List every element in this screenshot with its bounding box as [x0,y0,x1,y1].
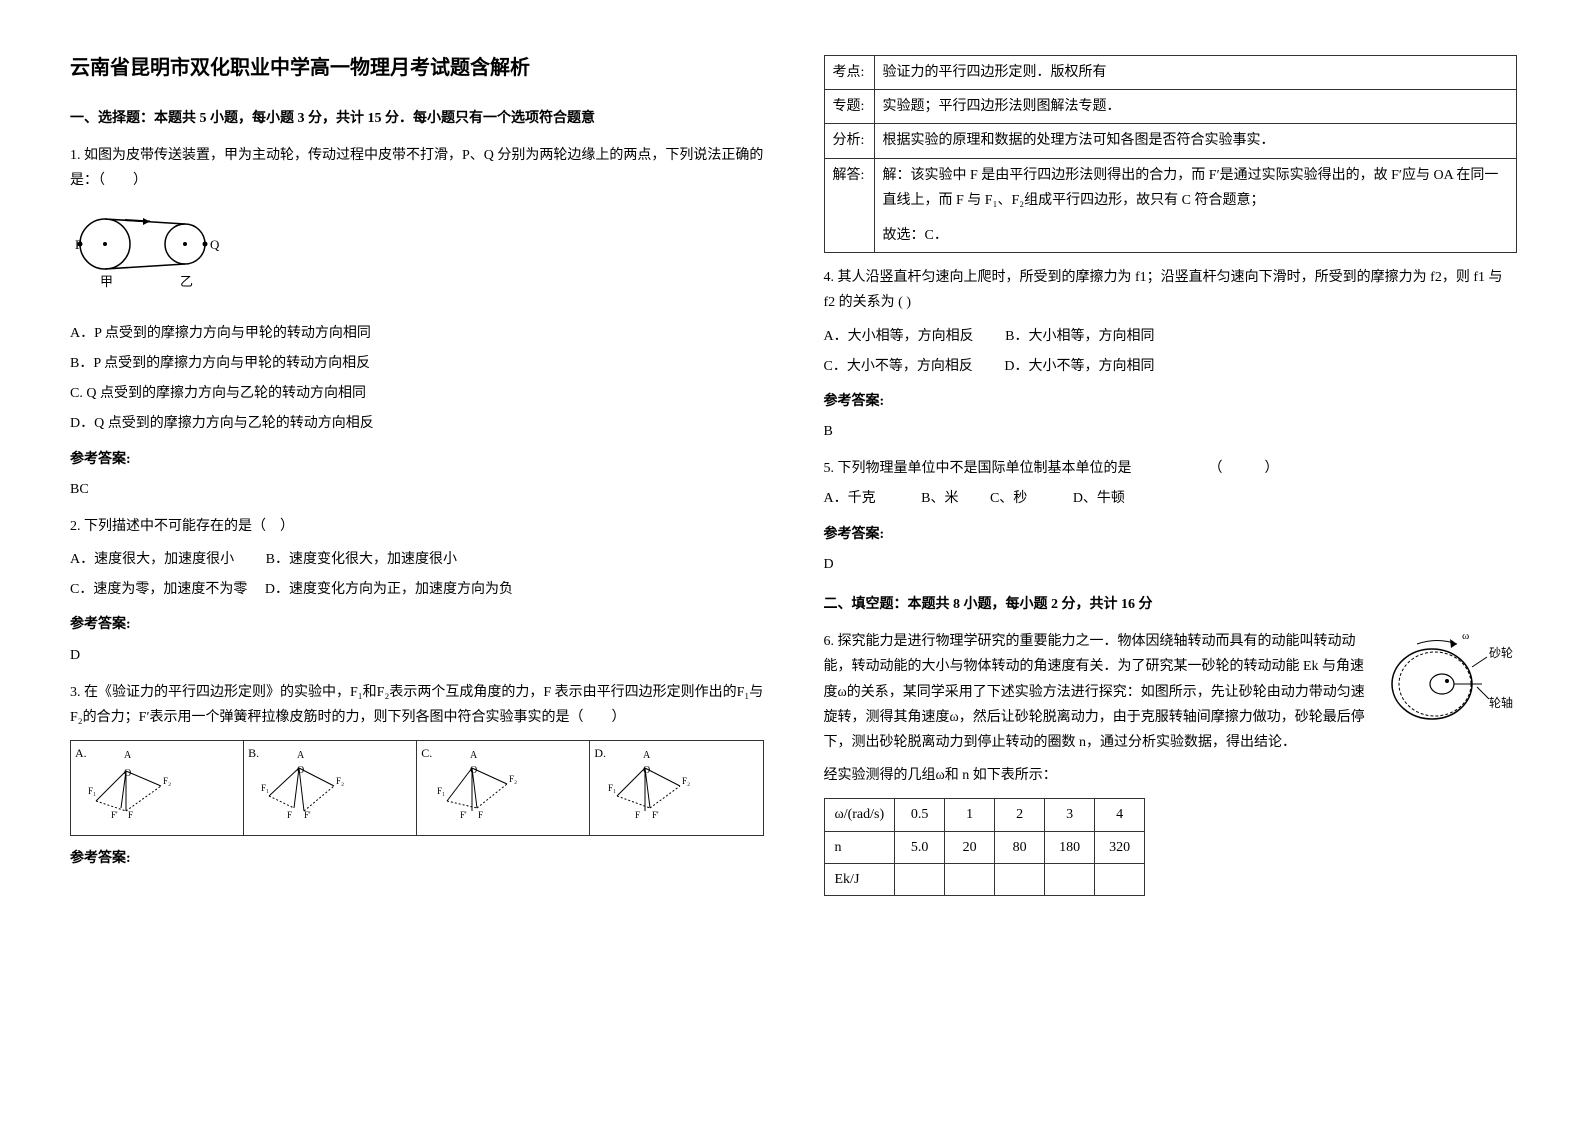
svg-text:A: A [124,750,132,761]
q3-choice-c: C. A O F₁ F₂ F' F [417,741,590,835]
svg-text:F₁: F₁ [437,786,445,796]
q4-opt-d: D．大小不等，方向相同 [1004,359,1154,374]
svg-text:O: O [470,765,477,776]
q3-answer-label: 参考答案: [70,846,764,871]
left-column: 云南省昆明市双化职业中学高一物理月考试题含解析 一、选择题：本题共 5 小题，每… [40,50,794,908]
svg-text:F': F' [460,810,467,820]
svg-text:F₂: F₂ [336,776,344,786]
q2-opt-a: A．速度很大，加速度很小 [70,552,234,567]
svg-text:F₁: F₁ [608,783,616,793]
svg-text:F': F' [304,810,311,820]
svg-text:A: A [470,750,478,761]
q5-opt-a: A．千克 [824,491,876,506]
q2-opt-b: B．速度变化很大，加速度很小 [266,552,457,567]
svg-text:F₁: F₁ [261,783,269,793]
page-title: 云南省昆明市双化职业中学高一物理月考试题含解析 [70,50,764,86]
q1-opt-d: D．Q 点受到的摩擦力方向与乙轮的转动方向相反 [70,411,764,436]
q4-answer-label: 参考答案: [824,389,1518,414]
table-row: n 5.0 20 80 180 320 [824,831,1145,863]
data-table: ω/(rad/s) 0.5 1 2 3 4 n 5.0 20 80 180 32… [824,798,1146,896]
right-column: 考点: 验证力的平行四边形定则．版权所有 专题: 实验题；平行四边形法则图解法专… [794,50,1548,908]
q2-opt-d: D．速度变化方向为正，加速度方向为负 [265,582,513,597]
section2-header: 二、填空题：本题共 8 小题，每小题 2 分，共计 16 分 [824,592,1518,617]
q3-text: 3. 在《验证力的平行四边形定则》的实验中，F₁和F₂表示两个互成角度的力，F … [70,680,764,730]
analysis-label: 分析: [824,124,874,158]
q4-opt-b: B．大小相等，方向相同 [1005,329,1154,344]
wheel-diagram: ω 砂轮 轮轴 [1387,629,1517,738]
question-1: 1. 如图为皮带传送装置，甲为主动轮，传动过程中皮带不打滑，P、Q 分别为两轮边… [70,143,764,502]
question-4: 4. 其人沿竖直杆匀速向上爬时，所受到的摩擦力为 f1；沿竖直杆匀速向下滑时，所… [824,265,1518,444]
svg-text:F₂: F₂ [509,774,517,784]
analysis-text: 实验题；平行四边形法则图解法专题． [874,90,1517,124]
q3-choice-a: A. A O F₁ F₂ F' F [71,741,244,835]
q1-opt-a: A．P 点受到的摩擦力方向与甲轮的转动方向相同 [70,321,764,346]
q1-text: 1. 如图为皮带传送装置，甲为主动轮，传动过程中皮带不打滑，P、Q 分别为两轮边… [70,143,764,193]
q4-opt-c: C．大小不等，方向相反 [824,359,973,374]
q5-opt-d: D、牛顿 [1073,491,1125,506]
analysis-label: 考点: [824,56,874,90]
svg-text:F: F [287,810,292,820]
svg-text:F₂: F₂ [682,776,690,786]
label-q: Q [210,237,220,252]
q3-choice-b: B. A O F₁ F₂ F F' [244,741,417,835]
q1-answer: BC [70,477,764,502]
q4-text: 4. 其人沿竖直杆匀速向上爬时，所受到的摩擦力为 f1；沿竖直杆匀速向下滑时，所… [824,265,1518,315]
q1-opt-b: B．P 点受到的摩擦力方向与甲轮的转动方向相反 [70,351,764,376]
q4-opt-a: A．大小相等，方向相反 [824,329,974,344]
wheel-label: 砂轮 [1489,646,1513,660]
table-row: 解答: 解：该实验中 F 是由平行四边形法则得出的合力，而 F′是通过实际实验得… [824,158,1517,253]
label-jia: 甲 [100,274,113,289]
q5-text: 5. 下列物理量单位中不是国际单位制基本单位的是 （ ） [824,456,1518,481]
question-2: 2. 下列描述中不可能存在的是（ ） A．速度很大，加速度很小 B．速度变化很大… [70,514,764,668]
belt-diagram: P Q 甲 乙 [70,204,230,303]
axle-label: 轮轴 [1489,695,1513,710]
q6-text2: 经实验测得的几组ω和 n 如下表所示： [824,763,1518,788]
svg-text:F₁: F₁ [88,786,96,796]
q2-text: 2. 下列描述中不可能存在的是（ ） [70,514,764,539]
svg-text:A: A [643,750,651,761]
q5-answer-label: 参考答案: [824,522,1518,547]
q5-answer: D [824,552,1518,577]
analysis-text: 验证力的平行四边形定则．版权所有 [874,56,1517,90]
analysis-label: 解答: [824,158,874,253]
q3-choice-d: D. A O F₁ F₂ F F' [590,741,762,835]
analysis-label: 专题: [824,90,874,124]
svg-text:F': F' [111,810,118,820]
analysis-text: 根据实验的原理和数据的处理方法可知各图是否符合实验事实． [874,124,1517,158]
q3-choice-diagrams: A. A O F₁ F₂ F' F B. [70,740,764,836]
table-row: ω/(rad/s) 0.5 1 2 3 4 [824,799,1145,831]
q2-answer-label: 参考答案: [70,612,764,637]
q4-answer: B [824,419,1518,444]
question-3: 3. 在《验证力的平行四边形定则》的实验中，F₁和F₂表示两个互成角度的力，F … [70,680,764,872]
q2-opt-c: C．速度为零，加速度不为零 [70,582,247,597]
table-row: 考点: 验证力的平行四边形定则．版权所有 [824,56,1517,90]
svg-text:F: F [635,810,640,820]
svg-text:F: F [128,810,133,820]
question-6: ω 砂轮 轮轴 6. 探究能力是进行物理学研究的重要能力之一．物体因绕轴转动而具… [824,629,1518,896]
q1-opt-c: C. Q 点受到的摩擦力方向与乙轮的转动方向相同 [70,381,764,406]
table-row: Ek/J [824,863,1145,895]
analysis-table: 考点: 验证力的平行四边形定则．版权所有 专题: 实验题；平行四边形法则图解法专… [824,55,1518,253]
svg-text:ω: ω [1462,630,1469,642]
analysis-text: 解：该实验中 F 是由平行四边形法则得出的合力，而 F′是通过实际实验得出的，故… [874,158,1517,253]
svg-text:F: F [478,810,483,820]
table-row: 专题: 实验题；平行四边形法则图解法专题． [824,90,1517,124]
svg-text:F': F' [652,810,659,820]
section1-header: 一、选择题：本题共 5 小题，每小题 3 分，共计 15 分．每小题只有一个选项… [70,106,764,131]
q1-answer-label: 参考答案: [70,447,764,472]
label-yi: 乙 [180,274,193,289]
question-5: 5. 下列物理量单位中不是国际单位制基本单位的是 （ ） A．千克 B、米 C、… [824,456,1518,577]
table-row: 分析: 根据实验的原理和数据的处理方法可知各图是否符合实验事实． [824,124,1517,158]
svg-text:F₂: F₂ [163,776,171,786]
q5-opt-b: B、米 [921,491,958,506]
q5-opt-c: C、秒 [990,491,1027,506]
q2-answer: D [70,643,764,668]
svg-text:A: A [297,750,305,761]
